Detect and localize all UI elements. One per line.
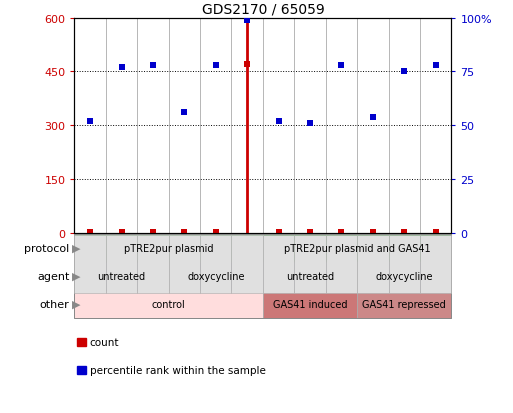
Point [306,121,314,127]
Point [431,229,440,236]
Point [86,119,94,125]
Point [306,229,314,236]
Point [180,229,188,236]
Point [212,229,220,236]
Text: doxycycline: doxycycline [187,271,245,281]
Text: untreated: untreated [286,271,334,281]
Point [117,65,126,71]
Text: ▶: ▶ [72,243,81,253]
Point [369,229,377,236]
Text: doxycycline: doxycycline [376,271,433,281]
Text: control: control [152,299,186,309]
Title: GDS2170 / 65059: GDS2170 / 65059 [202,2,324,16]
Point [400,229,408,236]
Text: GAS41 repressed: GAS41 repressed [362,299,446,309]
Point [369,114,377,121]
Point [400,69,408,76]
Point [86,229,94,236]
Text: pTRE2pur plasmid: pTRE2pur plasmid [124,243,213,253]
Text: GAS41 induced: GAS41 induced [273,299,347,309]
Point [338,229,346,236]
Point [274,119,283,125]
Text: agent: agent [37,271,69,281]
Point [243,62,251,69]
Point [243,17,251,24]
Text: count: count [90,337,120,347]
Point [431,62,440,69]
Point [149,229,157,236]
Point [180,110,188,116]
Point [149,62,157,69]
Text: percentile rank within the sample: percentile rank within the sample [90,365,266,375]
Point [212,62,220,69]
Point [338,62,346,69]
Text: ▶: ▶ [72,299,81,309]
Text: protocol: protocol [24,243,69,253]
Text: pTRE2pur plasmid and GAS41: pTRE2pur plasmid and GAS41 [284,243,430,253]
Point [274,229,283,236]
Text: untreated: untreated [97,271,146,281]
Text: ▶: ▶ [72,271,81,281]
Point [117,229,126,236]
Text: other: other [40,299,69,309]
